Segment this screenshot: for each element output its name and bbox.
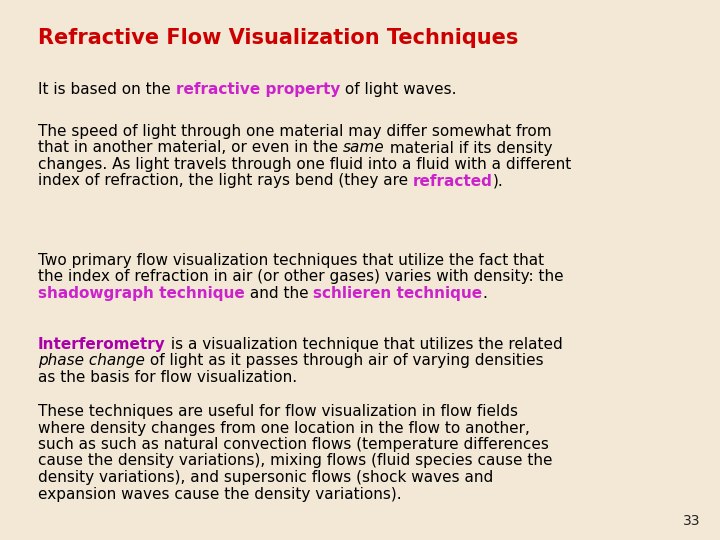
Text: schlieren technique: schlieren technique	[313, 286, 482, 301]
Text: Interferometry: Interferometry	[38, 337, 166, 352]
Text: that in another material, or even in the: that in another material, or even in the	[38, 140, 343, 156]
Text: phase change: phase change	[38, 354, 145, 368]
Text: the index of refraction in air (or other gases) varies with density: the: the index of refraction in air (or other…	[38, 269, 564, 285]
Text: material if its density: material if its density	[384, 140, 552, 156]
Text: Refractive Flow Visualization Techniques: Refractive Flow Visualization Techniques	[38, 28, 518, 48]
Text: Two primary flow visualization techniques that utilize the fact that: Two primary flow visualization technique…	[38, 253, 544, 268]
Text: ).: ).	[493, 173, 503, 188]
Text: as the basis for flow visualization.: as the basis for flow visualization.	[38, 370, 297, 385]
Text: of light waves.: of light waves.	[340, 82, 456, 97]
Text: .: .	[482, 286, 487, 301]
Text: refractive property: refractive property	[176, 82, 340, 97]
Text: where density changes from one location in the flow to another,: where density changes from one location …	[38, 421, 530, 435]
Text: of light as it passes through air of varying densities: of light as it passes through air of var…	[145, 354, 544, 368]
Text: These techniques are useful for flow visualization in flow fields: These techniques are useful for flow vis…	[38, 404, 518, 419]
Text: It is based on the: It is based on the	[38, 82, 176, 97]
Text: same: same	[343, 140, 384, 156]
Text: cause the density variations), mixing flows (fluid species cause the: cause the density variations), mixing fl…	[38, 454, 552, 469]
Text: refracted: refracted	[413, 173, 493, 188]
Text: 33: 33	[683, 514, 700, 528]
Text: expansion waves cause the density variations).: expansion waves cause the density variat…	[38, 487, 402, 502]
Text: is a visualization technique that utilizes the related: is a visualization technique that utiliz…	[166, 337, 562, 352]
Text: changes. As light travels through one fluid into a fluid with a different: changes. As light travels through one fl…	[38, 157, 571, 172]
Text: density variations), and supersonic flows (shock waves and: density variations), and supersonic flow…	[38, 470, 493, 485]
Text: shadowgraph technique: shadowgraph technique	[38, 286, 245, 301]
Text: and the: and the	[245, 286, 313, 301]
Text: index of refraction, the light rays bend (they are: index of refraction, the light rays bend…	[38, 173, 413, 188]
Text: The speed of light through one material may differ somewhat from: The speed of light through one material …	[38, 124, 552, 139]
Text: such as such as natural convection flows (temperature differences: such as such as natural convection flows…	[38, 437, 549, 452]
